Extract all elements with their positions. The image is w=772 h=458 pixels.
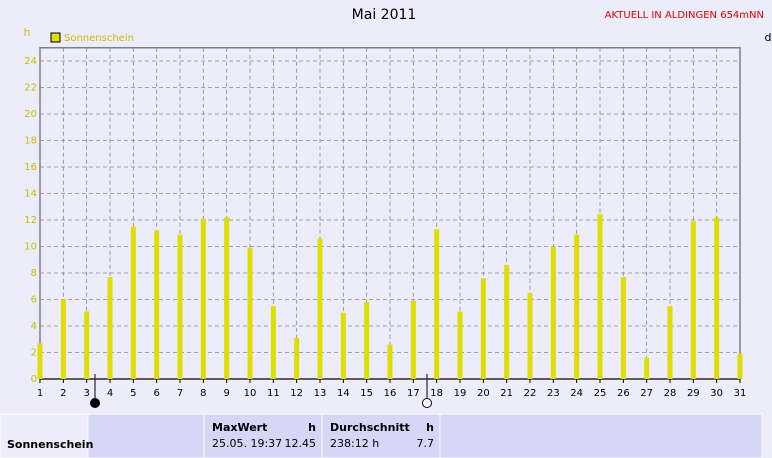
unit: h	[308, 421, 316, 434]
bar	[644, 357, 650, 379]
bar	[107, 276, 113, 379]
bar	[154, 230, 160, 379]
legend-label: Sonnenschein	[64, 33, 134, 44]
x-tick-label: 6	[153, 388, 159, 399]
y-tick-label: 16	[24, 162, 37, 173]
x-tick-label: 24	[570, 388, 583, 399]
x-tick-label: 20	[477, 388, 490, 399]
unit: h	[426, 421, 434, 434]
bar	[620, 276, 626, 379]
header: Durchschnitt	[330, 421, 410, 434]
table-cell	[0, 413, 89, 458]
x-axis-label: d	[765, 31, 772, 44]
bar	[37, 343, 43, 379]
bar	[457, 311, 463, 379]
bar	[340, 312, 346, 379]
y-tick-label: 18	[24, 136, 37, 147]
x-tick-label: 10	[244, 388, 257, 399]
x-tick-label: 25	[594, 388, 607, 399]
bar	[364, 302, 370, 379]
bar	[597, 214, 603, 379]
x-tick-label: 17	[407, 388, 420, 399]
x-tick-label: 8	[200, 388, 206, 399]
x-tick-label: 28	[664, 388, 677, 399]
x-tick-label: 23	[547, 388, 560, 399]
x-tick-label: 30	[710, 388, 723, 399]
row-label: Sonnenschein	[7, 438, 93, 451]
x-tick-label: 2	[60, 388, 66, 399]
cell: 12.45	[285, 437, 317, 450]
x-tick-label: 5	[130, 388, 136, 399]
x-tick-label: 14	[337, 388, 350, 399]
bar	[480, 278, 486, 379]
new-moon-icon	[90, 398, 100, 408]
x-tick-label: 29	[687, 388, 700, 399]
bar	[527, 292, 533, 379]
cell: 7.7	[417, 437, 435, 450]
x-tick-label: 27	[640, 388, 653, 399]
y-tick-label: 8	[31, 268, 37, 279]
bar	[574, 234, 580, 379]
x-tick-label: 3	[83, 388, 89, 399]
x-tick-label: 1	[37, 388, 43, 399]
table-cell	[439, 413, 763, 458]
x-tick-label: 11	[267, 388, 280, 399]
bar	[714, 217, 720, 379]
y-tick-label: 10	[24, 242, 37, 253]
table-cell	[87, 413, 205, 458]
x-tick-label: 7	[177, 388, 183, 399]
bar	[737, 353, 743, 379]
summary-table: Sonnenschein MaxWert h 25.05. 19:37 12.4…	[0, 413, 763, 458]
x-tick-label: 4	[107, 388, 113, 399]
x-tick-label: 12	[290, 388, 303, 399]
x-tick-label: 18	[430, 388, 443, 399]
y-tick-label: 0	[31, 374, 37, 385]
table-cell	[203, 413, 323, 458]
annotation: AKTUELL IN ALDINGEN 654mNN	[605, 10, 764, 21]
bar	[270, 306, 276, 379]
bar	[410, 300, 416, 379]
full-moon-icon	[422, 398, 432, 408]
y-tick-label: 14	[24, 189, 37, 200]
bar	[504, 265, 510, 379]
bar	[177, 234, 183, 379]
x-tick-label: 9	[223, 388, 229, 399]
bar	[434, 229, 440, 379]
x-tick-label: 31	[734, 388, 747, 399]
y-tick-label: 4	[31, 321, 37, 332]
table-cell	[321, 413, 441, 458]
cell: 25.05. 19:37	[212, 437, 282, 450]
x-tick-label: 16	[384, 388, 397, 399]
chart-title: Mai 2011	[352, 7, 417, 23]
bar	[690, 221, 696, 379]
bar	[60, 299, 66, 379]
bar	[247, 247, 253, 379]
x-tick-label: 21	[500, 388, 513, 399]
x-tick-label: 19	[454, 388, 467, 399]
x-tick-label: 13	[314, 388, 327, 399]
bar	[387, 344, 393, 379]
legend-swatch	[50, 32, 61, 43]
y-tick-label: 6	[31, 295, 37, 306]
bar	[550, 246, 556, 379]
y-axis-label: h	[24, 26, 31, 39]
x-tick-label: 15	[360, 388, 373, 399]
x-tick-label: 26	[617, 388, 630, 399]
bar	[667, 306, 673, 379]
cell: 238:12 h	[330, 437, 379, 450]
y-tick-label: 22	[24, 83, 37, 94]
bar	[294, 337, 300, 379]
bar	[130, 226, 136, 379]
y-tick-label: 12	[24, 215, 37, 226]
x-tick-label: 22	[524, 388, 537, 399]
bar	[317, 238, 323, 379]
bar	[200, 218, 206, 379]
y-tick-label: 20	[24, 109, 37, 120]
bar	[224, 217, 230, 379]
bar	[84, 311, 90, 379]
header: MaxWert	[212, 421, 267, 434]
y-tick-label: 24	[24, 56, 37, 67]
y-tick-label: 2	[31, 348, 37, 359]
